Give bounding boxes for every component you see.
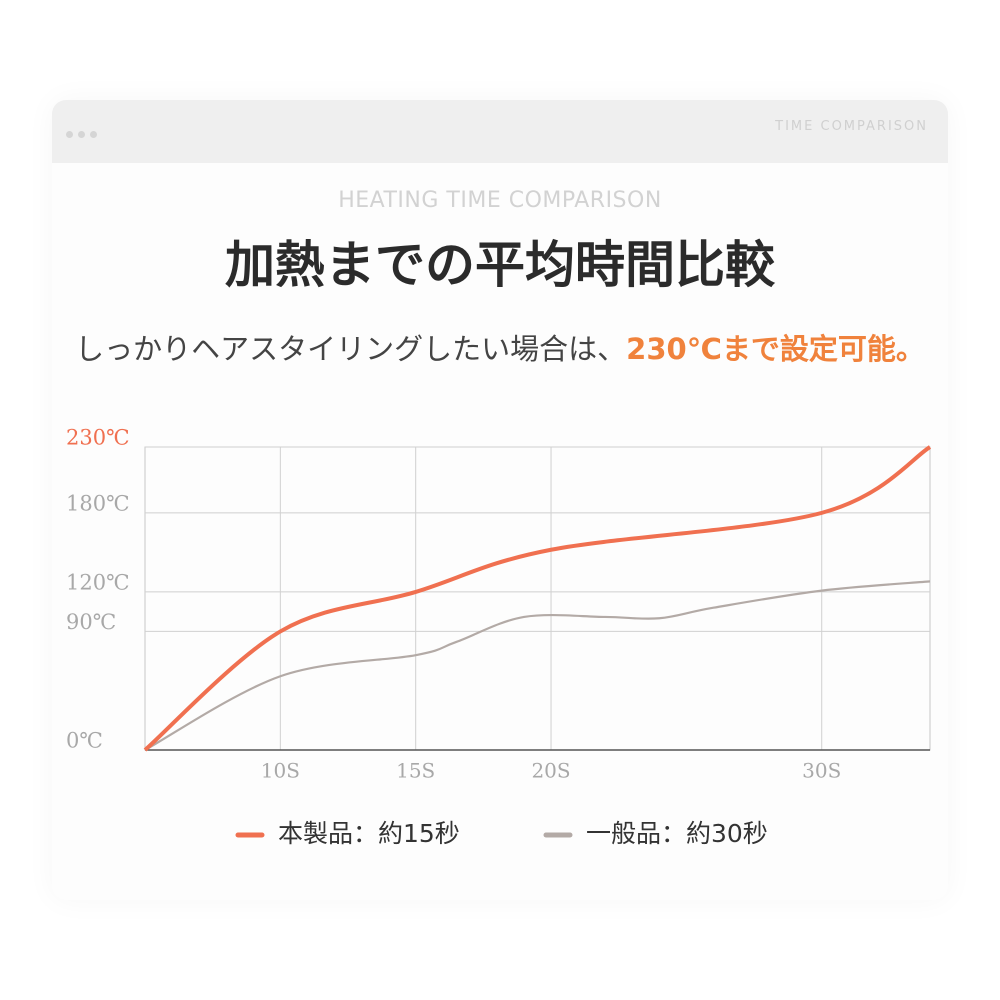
plot-area	[144, 446, 931, 751]
window-bar	[52, 100, 948, 163]
highlight: 230℃まで設定可能。	[626, 332, 925, 366]
x-tick-label: 15S	[396, 759, 435, 783]
x-tick-label: 20S	[531, 759, 570, 783]
description-text: しっかりヘアスタイリングしたい場合は、	[75, 332, 627, 366]
y-tick-label: 90℃	[66, 610, 116, 634]
card	[52, 100, 948, 900]
legend-label: 本製品：約15秒	[278, 819, 460, 848]
legend-label: 一般品：約30秒	[586, 819, 768, 848]
x-tick-label: 10S	[261, 759, 300, 783]
y-tick-label: 230℃	[66, 426, 130, 450]
y-tick-label: 180℃	[66, 491, 130, 515]
subtitle: HEATING TIME COMPARISON	[338, 188, 662, 213]
line	[144, 580, 931, 751]
description: しっかりヘアスタイリングしたい場合は、230℃まで設定可能。	[0, 326, 1000, 368]
y-tick-label: 0℃	[66, 729, 103, 753]
x-tick-label: 30S	[802, 759, 841, 783]
title: 加熱までの平均時間比較	[225, 236, 775, 294]
y-tick-label: 120℃	[66, 570, 130, 594]
window-dots	[66, 123, 102, 142]
window-label: TIME COMPARISON	[775, 119, 928, 134]
line	[143, 445, 932, 752]
